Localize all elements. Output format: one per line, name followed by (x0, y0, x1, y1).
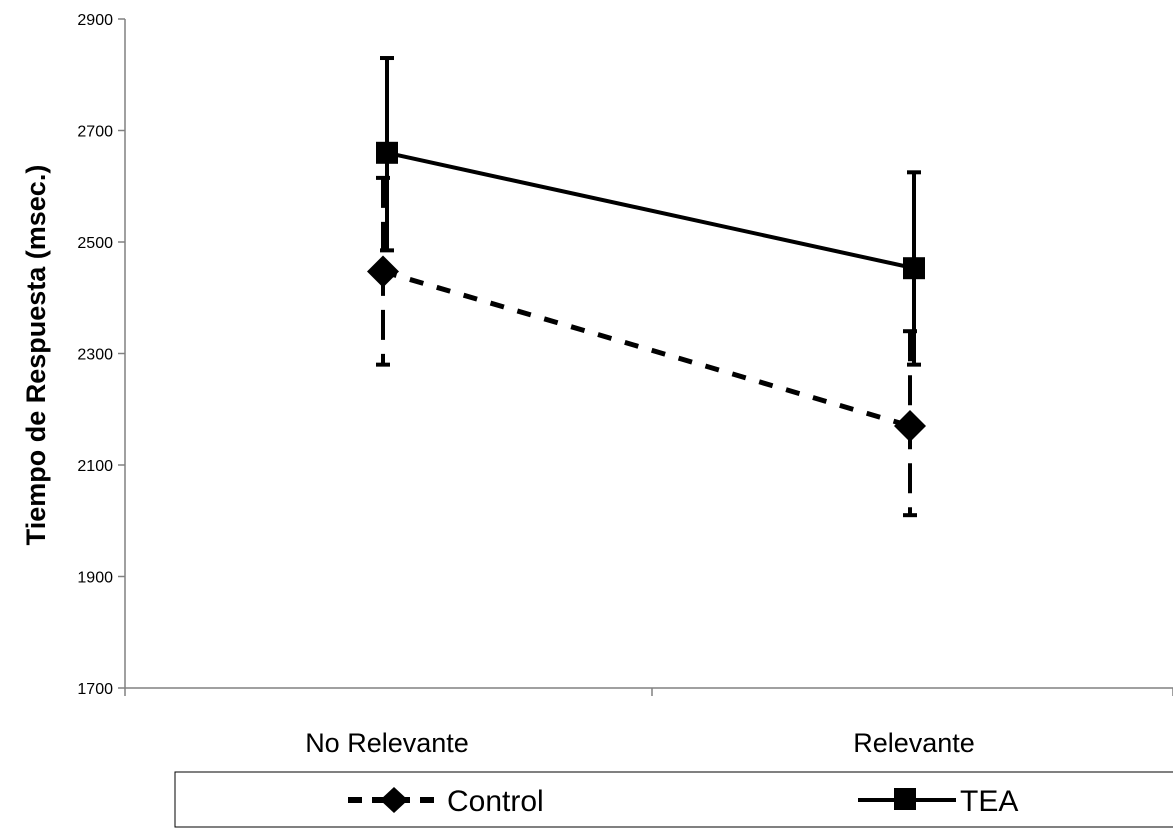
legend-tea-label: TEA (960, 785, 1018, 818)
y-ticks: 1700 1900 2100 2300 2500 2700 2900 (77, 12, 125, 698)
y-tick-label: 1900 (77, 570, 113, 587)
y-tick-label: 2700 (77, 124, 113, 141)
y-tick-label: 2900 (77, 12, 113, 29)
data-point-diamond (367, 255, 399, 288)
category-label-relevante: Relevante (853, 728, 975, 758)
data-point-square (376, 141, 398, 164)
series-line (386, 150, 915, 271)
legend: Control TEA (174, 771, 1173, 828)
data-point-square (903, 257, 925, 280)
legend-box (174, 771, 1173, 828)
x-ticks (124, 688, 1173, 696)
y-tick-label: 2500 (77, 235, 113, 252)
category-label-no-relevante: No Relevante (305, 728, 469, 758)
y-tick-label: 2100 (77, 458, 113, 475)
legend-item-control: Control (348, 785, 544, 818)
y-axis-title: Tiempo de Respuesta (msec.) (21, 165, 51, 546)
legend-square-icon (894, 788, 916, 810)
series-layer (367, 56, 926, 518)
y-tick-label: 2300 (77, 347, 113, 364)
series-line (382, 269, 911, 429)
series-control (367, 175, 926, 518)
data-point-diamond (894, 409, 926, 442)
series-tea (376, 56, 925, 367)
y-tick-label: 1700 (77, 681, 113, 698)
legend-item-tea: TEA (858, 785, 1018, 818)
legend-control-label: Control (447, 785, 544, 818)
legend-diamond-icon (380, 787, 408, 813)
